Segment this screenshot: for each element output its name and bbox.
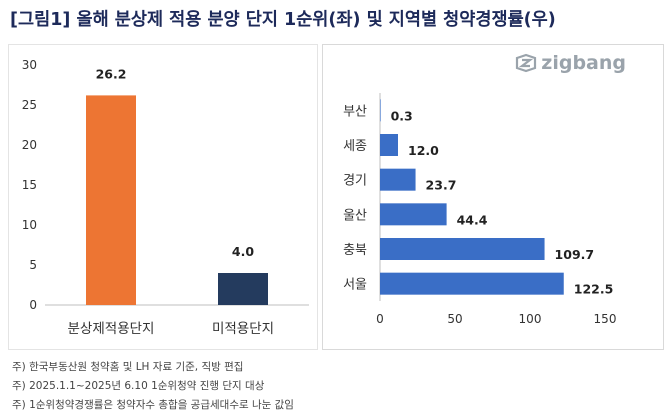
bar (86, 95, 136, 306)
y-category-label: 서울 (343, 278, 367, 293)
y-category-label: 세종 (343, 139, 367, 154)
bar-value-label: 122.5 (574, 282, 614, 297)
bar-value-label: 23.7 (426, 178, 457, 193)
right-chart-panel: 0 50 100 150 부산 0.3 세종 12.0 경기 23.7 울산 44.4 충북 109.7 서… (322, 44, 664, 350)
bar (380, 99, 381, 122)
x-tick-label: 150 (594, 312, 617, 326)
footnote: 주) 한국부동산원 청약홈 및 LH 자료 기준, 직방 편집 (12, 361, 244, 373)
bar (380, 203, 447, 226)
logo-text: zigbang (541, 52, 626, 74)
bar-value-label: 0.3 (391, 108, 413, 123)
bar (380, 272, 564, 295)
bar (218, 273, 268, 305)
y-category-label: 경기 (343, 174, 367, 189)
y-category-label: 울산 (343, 208, 367, 223)
bar (380, 168, 416, 191)
bar-value-label: 44.4 (457, 212, 488, 227)
x-tick-label: 0 (376, 312, 384, 326)
zigbang-logo: zigbang (515, 52, 626, 74)
y-tick-label: 30 (22, 58, 37, 72)
bar-value-label: 12.0 (408, 143, 439, 158)
left-bar-chart: 0 5 10 15 20 25 30 26.2 분상제적용단지 4.0 미적용단지 (22, 58, 309, 337)
zigbang-logo-icon (516, 53, 537, 73)
footnote: 주) 2025.1.1~2025년 6.10 1순위청약 진행 단지 대상 (12, 380, 265, 392)
y-tick-label: 10 (22, 218, 37, 232)
bar (380, 238, 545, 260)
bar-value-label: 4.0 (232, 244, 254, 259)
y-tick-label: 25 (22, 98, 37, 112)
x-category-label: 미적용단지 (212, 321, 274, 337)
y-category-label: 부산 (343, 104, 367, 119)
y-tick-label: 15 (22, 178, 37, 192)
bar (380, 134, 398, 156)
x-tick-label: 100 (519, 312, 542, 326)
bar-value-label: 109.7 (555, 247, 595, 262)
y-tick-label: 0 (29, 298, 37, 312)
chart-title: [그림1] 올해 분상제 적용 분양 단지 1순위(좌) 및 지역별 청약경쟁률… (10, 10, 556, 30)
y-tick-label: 5 (29, 258, 37, 272)
y-tick-label: 20 (22, 138, 37, 152)
x-tick-label: 50 (447, 312, 462, 326)
footnote: 주) 1순위청약경쟁률은 청약자수 총합을 공급세대수로 나눈 값임 (12, 399, 294, 411)
right-bar-chart: 0 50 100 150 부산 0.3 세종 12.0 경기 23.7 울산 44.4 충북 109.7 서… (343, 93, 617, 326)
bar-value-label: 26.2 (96, 66, 127, 81)
x-category-label: 분상제적용단지 (68, 321, 155, 337)
left-chart-panel: 0 5 10 15 20 25 30 26.2 분상제적용단지 4.0 미적용단지 (8, 44, 318, 350)
footnotes: 주) 한국부동산원 청약홈 및 LH 자료 기준, 직방 편집 주) 2025.… (12, 358, 294, 415)
y-category-label: 충북 (343, 243, 367, 258)
